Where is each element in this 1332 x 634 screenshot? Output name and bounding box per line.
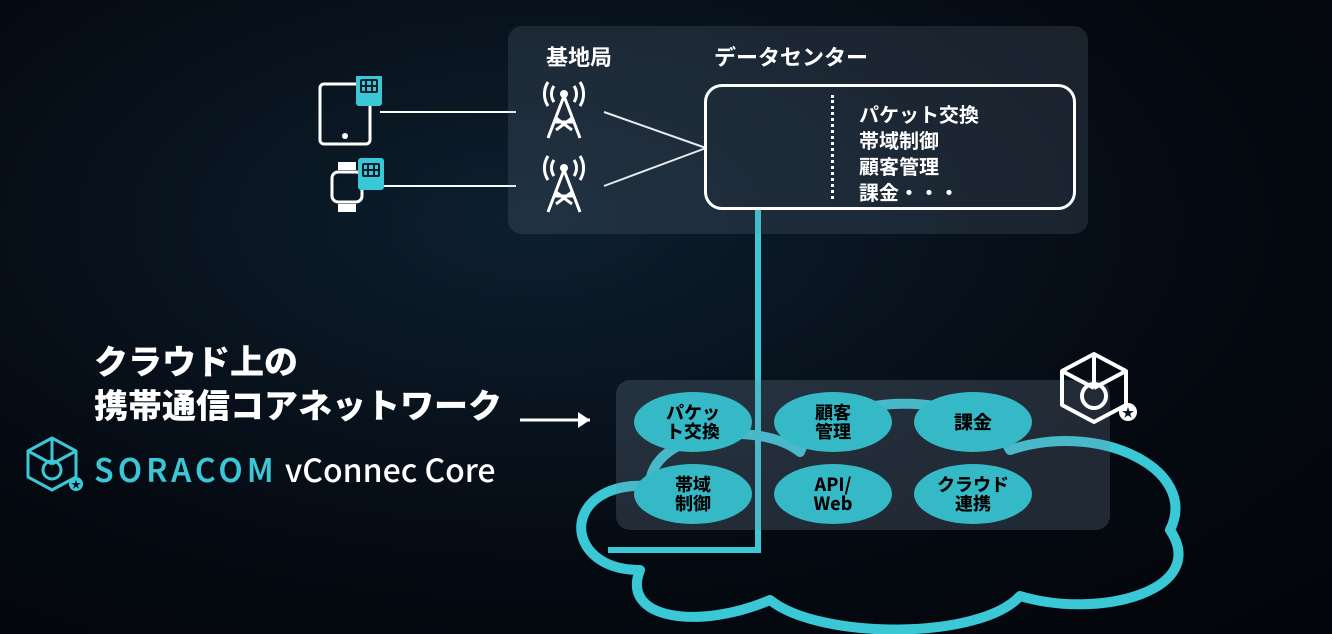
label-datacenter: データセンター: [714, 40, 868, 72]
datacenter-list: パケット交換 帯域制御 顧客管理 課金・・・: [859, 101, 979, 205]
soracom-logo-icon: ★: [18, 432, 86, 500]
headline: クラウド上の 携帯通信コアネットワーク: [94, 338, 502, 426]
svg-text:★: ★: [1122, 404, 1134, 421]
dc-item: 帯域制御: [859, 127, 979, 153]
watch-icon: [318, 158, 388, 222]
datacenter-divider: [831, 95, 834, 199]
tower-1-icon: [534, 78, 594, 142]
arrow-head: [578, 412, 590, 428]
headline-line2: 携帯通信コアネットワーク: [94, 382, 502, 426]
svg-text:★: ★: [71, 476, 81, 491]
product-brand: SORACOM: [94, 446, 278, 492]
cube-logo-icon: ★: [1050, 346, 1138, 434]
product-name: SORACOM vConnec Core: [94, 446, 496, 492]
datacenter-box: パケット交換 帯域制御 顧客管理 課金・・・: [704, 84, 1076, 210]
oval-bandwidth: 帯域 制御: [634, 464, 752, 524]
tower-2-icon: [534, 152, 594, 216]
oval-billing: 課金: [914, 392, 1032, 452]
oval-packet: パケッ ト交換: [634, 392, 752, 452]
dc-item: パケット交換: [859, 101, 979, 127]
dc-item: 顧客管理: [859, 153, 979, 179]
oval-api: API/ Web: [774, 464, 892, 524]
oval-cloudlink: クラウド 連携: [914, 464, 1032, 524]
tablet-icon: [316, 76, 386, 148]
label-basestation: 基地局: [546, 40, 612, 72]
dc-item: 課金・・・: [859, 179, 979, 205]
product-sub: vConnec Core: [285, 446, 496, 492]
oval-customer: 顧客 管理: [774, 392, 892, 452]
headline-line1: クラウド上の: [94, 338, 502, 382]
